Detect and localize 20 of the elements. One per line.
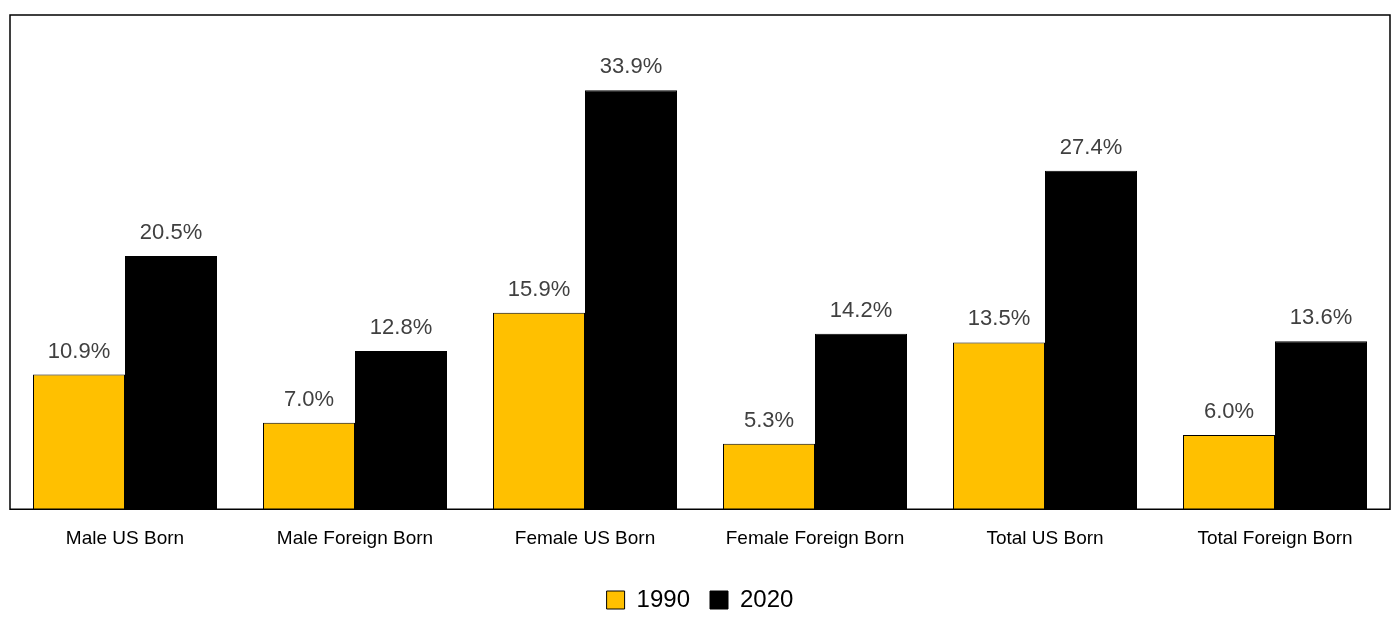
legend-label: 2020 (740, 584, 794, 612)
data-label: 14.2% (829, 296, 893, 322)
data-label: 13.6% (1289, 304, 1353, 330)
data-label: 6.0% (1203, 398, 1255, 424)
data-label: 7.0% (283, 385, 335, 411)
x-tick-label: Female US Born (514, 526, 656, 548)
x-tick-label: Total Foreign Born (1197, 526, 1353, 548)
data-label: 27.4% (1059, 133, 1123, 159)
data-label: 15.9% (507, 275, 571, 301)
x-tick-label: Female Foreign Born (725, 526, 905, 548)
data-label: 5.3% (743, 406, 795, 432)
data-label: 10.9% (47, 337, 111, 363)
data-label: 20.5% (139, 218, 203, 244)
x-tick-label: Male US Born (65, 526, 185, 548)
x-tick-label: Total US Born (986, 526, 1104, 548)
data-label: 12.8% (369, 314, 433, 340)
x-tick-label: Male Foreign Born (276, 526, 434, 548)
data-label: 13.5% (967, 305, 1031, 331)
data-label: 33.9% (599, 53, 663, 79)
legend-label: 1990 (636, 584, 690, 612)
